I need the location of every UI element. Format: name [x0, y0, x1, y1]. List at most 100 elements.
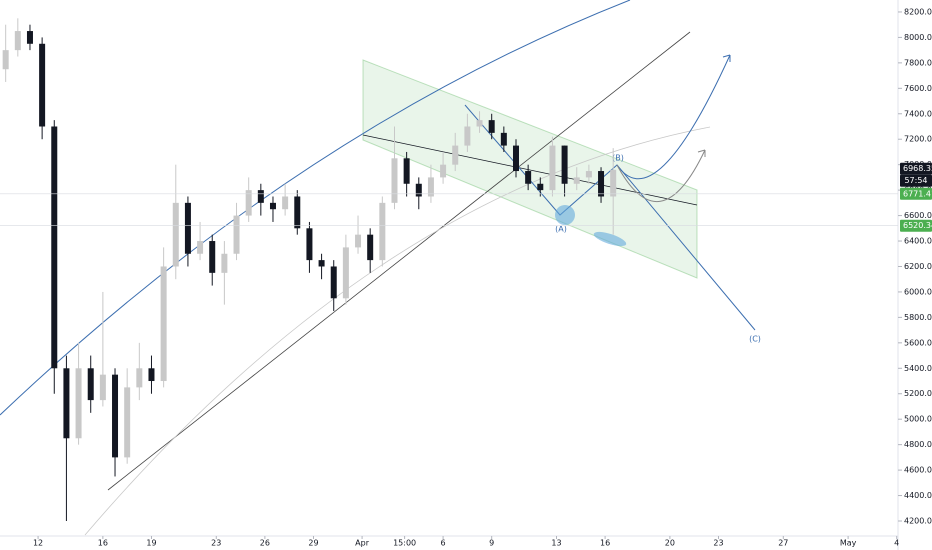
price-label-box	[900, 187, 932, 200]
y-tick-label: 6200.00	[904, 262, 932, 271]
candle-body	[257, 190, 264, 203]
x-tick-label: 19	[146, 539, 156, 548]
y-tick-label: 6400.00	[904, 237, 932, 246]
arc	[0, 0, 631, 416]
wave-path	[464, 104, 756, 331]
x-tick-label: 23	[713, 539, 723, 548]
candle-body	[379, 202, 386, 261]
x-tick-label: 12	[33, 539, 43, 548]
x-tick-label: 16	[600, 539, 610, 548]
candle-body	[26, 31, 33, 44]
wave-label: (A)	[555, 225, 567, 234]
candle-body	[452, 145, 459, 165]
candle-body	[39, 43, 46, 127]
candle-body	[282, 196, 289, 210]
arrow-head	[697, 149, 706, 157]
x-tick-label: 6	[441, 539, 446, 548]
wave-label: (C)	[749, 335, 761, 344]
candle-body	[148, 368, 155, 382]
candle-body	[488, 120, 495, 133]
candle-body	[525, 171, 532, 184]
candle-body	[342, 247, 349, 299]
candle-body	[99, 374, 106, 401]
candle-body	[269, 202, 276, 210]
y-tick-label: 7400.00	[904, 109, 932, 118]
candle-body	[160, 266, 167, 382]
candle-body	[124, 387, 131, 458]
y-tick-label: 5200.00	[904, 389, 932, 398]
y-tick-label: 5000.00	[904, 415, 932, 424]
x-tick-label: 9	[489, 539, 494, 548]
price-label: 6968.35	[903, 164, 932, 173]
candle-body	[585, 171, 592, 178]
y-tick-label: 7600.00	[904, 84, 932, 93]
x-tick-label: Apr	[355, 539, 370, 548]
candle-body	[500, 132, 507, 146]
candle-body	[537, 183, 544, 191]
candle-body	[427, 177, 434, 197]
countdown: 57:54	[904, 176, 927, 185]
candle-body	[403, 158, 410, 184]
arrow-head	[722, 54, 731, 62]
candle-body	[476, 120, 483, 127]
price-label-box	[900, 162, 932, 175]
candle-body	[221, 253, 228, 273]
highlight-ellipse	[593, 231, 627, 247]
y-tick-label: 5600.00	[904, 338, 932, 347]
x-tick-label: 27	[778, 539, 788, 548]
y-tick-label: 7800.00	[904, 58, 932, 67]
price-label: 6520.34	[903, 221, 932, 230]
x-tick-label: 20	[665, 539, 675, 548]
candle-body	[2, 50, 9, 70]
candle-body	[172, 202, 179, 267]
support-curve	[84, 126, 711, 536]
y-tick-label: 4600.00	[904, 466, 932, 475]
x-tick-label: 15:00	[393, 539, 416, 548]
wave-label: (B)	[612, 154, 624, 163]
candle-body	[440, 164, 447, 178]
x-tick-label: 26	[260, 539, 270, 548]
countdown-box	[900, 174, 932, 187]
candle-body	[184, 202, 191, 254]
candles	[2, 18, 617, 522]
candle-body	[294, 196, 301, 229]
candle-body	[355, 234, 362, 248]
candle-body	[197, 241, 204, 254]
highlight-circle	[555, 205, 575, 225]
candle-body	[549, 145, 556, 191]
candle-body	[87, 368, 94, 401]
x-tick-label: 29	[308, 539, 318, 548]
alt-path	[616, 149, 706, 203]
candle-body	[136, 368, 143, 388]
y-tick-label: 4400.00	[904, 491, 932, 500]
y-tick-label: 4200.00	[904, 517, 932, 526]
price-label: 6771.41	[903, 189, 932, 198]
candle-body	[330, 266, 337, 299]
candle-body	[306, 228, 313, 261]
trend-line	[107, 31, 691, 491]
candle-body	[464, 126, 471, 146]
candle-body	[561, 145, 568, 184]
y-tick-label: 8200.00	[904, 7, 932, 16]
candle-body	[367, 234, 374, 261]
y-tick-label: 4800.00	[904, 440, 932, 449]
candle-body	[415, 183, 422, 197]
candle-body	[14, 31, 21, 51]
candle-body	[610, 169, 617, 197]
y-tick-label: 6600.00	[904, 211, 932, 220]
y-tick-label: 8000.00	[904, 33, 932, 42]
y-tick-label: 5800.00	[904, 313, 932, 322]
candle-body	[318, 260, 325, 267]
x-tick-label: 13	[551, 539, 561, 548]
candle-body	[112, 374, 119, 458]
candle-body	[75, 368, 82, 439]
candle-body	[512, 145, 519, 172]
x-tick-label: 23	[211, 539, 221, 548]
candle-body	[573, 177, 580, 184]
y-tick-label: 5400.00	[904, 364, 932, 373]
candle-body	[598, 171, 605, 197]
candle-body	[245, 190, 252, 216]
